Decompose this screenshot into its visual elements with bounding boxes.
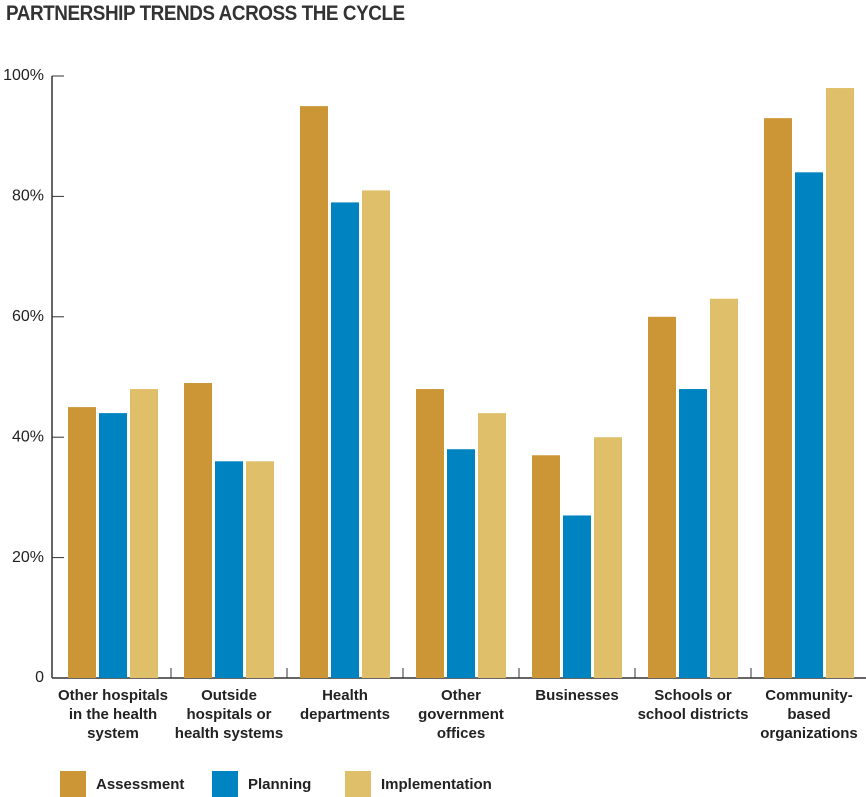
bar [826,88,854,679]
bar [764,118,792,678]
bar [416,389,444,678]
x-tick-label: Other hospitals in the health system [57,687,169,742]
x-tick-label: Community-based organizations [760,687,858,742]
bar [648,316,676,678]
legend-item: Planning [212,771,311,797]
legend-label: Implementation [381,775,492,793]
bar [130,389,158,678]
x-tick-label: Businesses [535,687,619,704]
y-tick-label: 20% [12,549,44,566]
legend-swatch [60,771,86,797]
bar [679,389,707,678]
legend-item: Implementation [345,771,492,797]
legend-swatch [212,771,238,797]
bar [68,407,96,678]
y-tick-label: 40% [12,428,44,445]
y-tick-label: 80% [12,188,44,205]
x-tick-label: Outside hospitals or health systems [174,687,284,742]
legend-swatch [345,771,371,797]
y-tick-label: 0 [35,669,44,686]
x-tick-label: Health departments [299,687,391,723]
x-tick-label: Other government offices [418,687,504,742]
legend-item: Assessment [60,771,184,797]
bar [184,383,212,678]
bar [362,190,390,678]
bar [532,455,560,678]
legend-label: Assessment [96,775,185,793]
bar [246,461,274,678]
bar [331,202,359,679]
bar [795,172,823,678]
y-tick-label: 100% [3,67,44,84]
bar [710,298,738,678]
y-tick-label: 60% [12,308,44,325]
bar [215,461,243,678]
bar [594,437,622,678]
bar [447,449,475,678]
bar [563,515,591,678]
x-tick-label: Schools or school districts [637,687,749,723]
bar [478,413,506,678]
chart-title: PARTNERSHIP TRENDS ACROSS THE CYCLE [6,2,405,25]
bar [300,106,328,679]
bar [99,413,127,678]
legend-label: Planning [248,775,312,793]
